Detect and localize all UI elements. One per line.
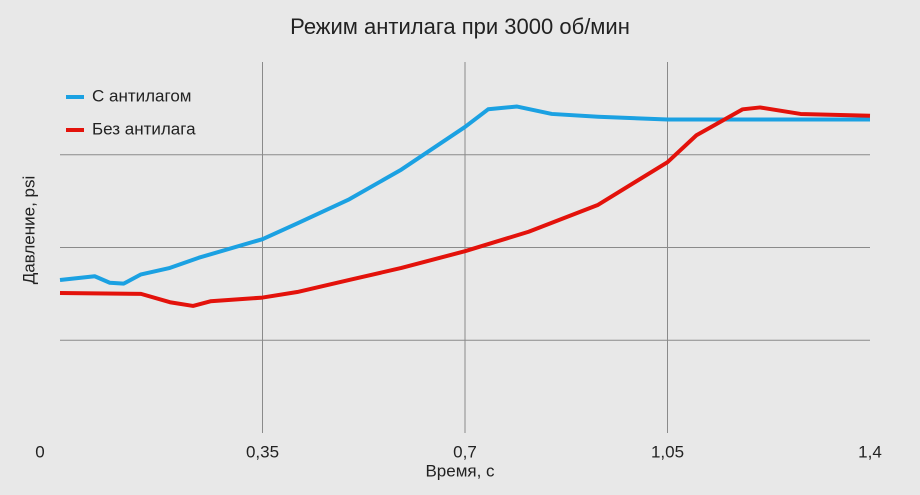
line (59, 104, 870, 286)
legend-label: С антилагом (92, 86, 191, 105)
line (59, 105, 871, 308)
legend-label: Без антилага (92, 119, 196, 138)
x-tick-label: 1,05 (651, 442, 684, 461)
x-axis-label: Время, с (425, 461, 495, 480)
x-tick-label: 0 (35, 442, 44, 461)
x-tick-label: 0,7 (453, 442, 477, 461)
x-tick-label: 1,4 (858, 442, 882, 461)
y-axis-label: Давление, psi (19, 176, 38, 285)
chart-title: Режим антилага при 3000 об/мин (290, 14, 630, 39)
x-tick-label: 0,35 (246, 442, 279, 461)
